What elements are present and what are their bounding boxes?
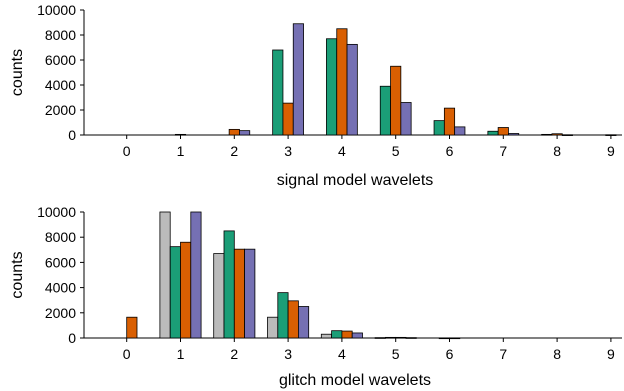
x-tick-label: 3 <box>284 346 292 362</box>
bar-series-1-cat-7 <box>497 127 509 136</box>
x-axis-title: glitch model wavelets <box>279 372 431 389</box>
bar-series-2-cat-6 <box>449 337 461 340</box>
bar-series-2-cat-4 <box>341 330 353 339</box>
bar-series-0-cat-4 <box>320 333 332 339</box>
y-tick-label: 6000 <box>45 254 76 270</box>
bar-series-2-cat-5 <box>395 336 407 339</box>
bar-series-0-cat-4 <box>326 38 338 136</box>
bar-series-3-cat-4 <box>351 332 363 339</box>
bar-series-2-cat-0 <box>126 316 138 339</box>
bar-series-1-cat-2 <box>228 128 240 136</box>
bar-series-2-cat-3 <box>292 23 304 136</box>
x-tick-label: 9 <box>607 143 615 159</box>
bar-series-2-cat-6 <box>454 126 466 136</box>
bar-series-0-cat-8 <box>541 133 553 136</box>
x-tick-label: 8 <box>553 346 561 362</box>
bar-series-2-cat-2 <box>233 248 246 339</box>
x-tick-label: 6 <box>446 143 454 159</box>
x-tick-label: 6 <box>446 346 454 362</box>
bar-series-1-cat-6 <box>443 107 456 136</box>
bar-series-0-cat-7 <box>487 130 499 136</box>
x-tick-label: 0 <box>123 346 131 362</box>
y-tick-label: 2000 <box>45 305 76 321</box>
x-tick-label: 2 <box>230 143 238 159</box>
x-tick-label: 1 <box>177 143 185 159</box>
bar-series-2-cat-8 <box>561 134 573 136</box>
x-tick-label: 9 <box>607 346 615 362</box>
y-tick-label: 4000 <box>45 280 76 296</box>
bar-series-2-cat-7 <box>508 133 520 136</box>
bar-series-0-cat-6 <box>433 120 445 136</box>
bar-series-1-cat-3 <box>277 292 289 339</box>
bar-series-2-cat-5 <box>400 102 412 136</box>
bar-series-1-cat-3 <box>282 102 294 136</box>
x-tick-label: 7 <box>499 143 507 159</box>
signal-wavelets-panel: 0 2000 4000 6000 8000 10000 0 1 2 3 4 5 6 7 8 9 signal m… <box>9 2 622 189</box>
bar-series-2-cat-2 <box>239 130 251 136</box>
bar-series-1-cat-9 <box>605 134 617 136</box>
x-tick-label: 2 <box>230 346 238 362</box>
bar-series-0-cat-3 <box>267 316 279 339</box>
x-tick-label: 4 <box>338 143 346 159</box>
y-tick-label: 10000 <box>37 2 76 18</box>
bar-series-1-cat-5 <box>384 336 397 339</box>
y-axis-title: counts <box>9 251 26 298</box>
bar-series-2-cat-1 <box>180 241 192 339</box>
y-tick-label: 4000 <box>45 77 76 93</box>
bar-series-1-cat-4 <box>331 330 343 339</box>
x-tick-label: 1 <box>177 346 185 362</box>
y-tick-label: 0 <box>68 330 76 346</box>
bar-series-0-cat-5 <box>379 85 391 136</box>
bar-series-2-cat-3 <box>287 300 299 339</box>
y-tick-label: 6000 <box>45 52 76 68</box>
x-tick-label: 3 <box>284 143 292 159</box>
bar-series-0-cat-1 <box>159 211 171 339</box>
y-tick-label: 8000 <box>45 229 76 245</box>
y-tick-label: 8000 <box>45 27 76 43</box>
bar-series-2-cat-4 <box>346 43 358 136</box>
x-tick-label: 5 <box>392 143 400 159</box>
x-axis-title: signal model wavelets <box>277 172 434 189</box>
y-tick-label: 0 <box>68 127 76 143</box>
bar-series-3-cat-5 <box>405 337 417 339</box>
bar-series-0-cat-3 <box>272 49 284 136</box>
glitch-wavelets-panel: 0 2000 4000 6000 8000 10000 0 1 2 3 4 5 6 7 8 9 glitch m… <box>9 204 622 389</box>
y-tick-label: 2000 <box>45 102 76 118</box>
bar-series-3-cat-2 <box>244 248 256 339</box>
bar-series-1-cat-1 <box>174 133 187 136</box>
x-tick-label: 7 <box>499 346 507 362</box>
bar-series-1-cat-8 <box>551 133 563 136</box>
bar-series-1-cat-5 <box>390 65 402 136</box>
bar-series-3-cat-3 <box>297 306 310 339</box>
x-tick-label: 8 <box>553 143 561 159</box>
bar-series-0-cat-5 <box>374 337 386 339</box>
bar-series-1-cat-1 <box>169 246 181 339</box>
bar-series-1-cat-4 <box>336 28 348 136</box>
x-tick-label: 0 <box>123 143 131 159</box>
bar-series-0-cat-2 <box>213 253 225 339</box>
bar-series-1-cat-6 <box>438 337 450 340</box>
x-tick-label: 4 <box>338 346 346 362</box>
bar-series-1-cat-2 <box>223 230 235 339</box>
y-axis-title: counts <box>9 49 26 96</box>
x-tick-label: 5 <box>392 346 400 362</box>
y-tick-label: 10000 <box>37 204 76 220</box>
bar-series-3-cat-1 <box>190 211 202 339</box>
